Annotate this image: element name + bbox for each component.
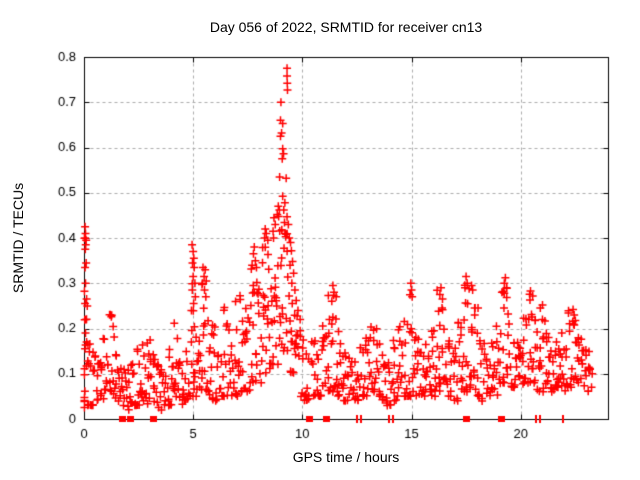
- x-axis-label: GPS time / hours: [292, 449, 400, 465]
- y-axis-label: SRMTID / TECUs: [10, 182, 26, 294]
- chart-title: Day 056 of 2022, SRMTID for receiver cn1…: [209, 19, 483, 35]
